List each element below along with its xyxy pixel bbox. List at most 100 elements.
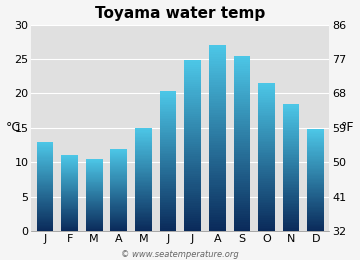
Bar [61, 202, 78, 203]
Bar [61, 171, 78, 172]
Bar [258, 185, 275, 187]
Bar [135, 176, 152, 177]
Bar [184, 75, 201, 77]
Bar [283, 225, 300, 226]
Bar [184, 227, 201, 229]
Bar [209, 50, 226, 52]
Bar [209, 52, 226, 55]
Bar [135, 198, 152, 199]
Bar [37, 146, 53, 147]
Bar [283, 122, 300, 124]
Bar [184, 214, 201, 216]
Bar [61, 178, 78, 179]
Bar [184, 197, 201, 199]
Bar [61, 159, 78, 160]
Bar [86, 180, 103, 181]
Bar [135, 174, 152, 176]
Bar [234, 95, 250, 97]
Bar [111, 218, 127, 219]
Bar [135, 182, 152, 184]
Bar [258, 166, 275, 168]
Bar [135, 154, 152, 155]
Bar [37, 147, 53, 148]
Bar [61, 197, 78, 198]
Bar [135, 128, 152, 129]
Bar [135, 230, 152, 231]
Bar [234, 75, 250, 77]
Bar [135, 146, 152, 147]
Bar [61, 169, 78, 170]
Bar [234, 174, 250, 176]
Bar [37, 223, 53, 225]
Bar [111, 160, 127, 161]
Bar [61, 193, 78, 194]
Bar [111, 200, 127, 201]
Bar [184, 220, 201, 223]
Bar [37, 196, 53, 197]
Bar [135, 165, 152, 167]
Bar [111, 224, 127, 225]
Bar [258, 100, 275, 102]
Bar [160, 170, 176, 172]
Bar [86, 224, 103, 225]
Bar [111, 206, 127, 207]
Bar [61, 167, 78, 168]
Bar [135, 225, 152, 226]
Bar [283, 111, 300, 112]
Bar [209, 96, 226, 99]
Bar [283, 170, 300, 171]
Bar [37, 225, 53, 226]
Bar [184, 69, 201, 71]
Bar [111, 167, 127, 168]
Bar [86, 195, 103, 196]
Bar [135, 169, 152, 171]
Bar [37, 222, 53, 223]
Bar [234, 218, 250, 220]
Bar [184, 188, 201, 191]
Bar [61, 204, 78, 205]
Bar [209, 48, 226, 50]
Bar [37, 179, 53, 180]
Bar [209, 166, 226, 168]
Bar [37, 170, 53, 171]
Bar [258, 181, 275, 183]
Bar [234, 135, 250, 137]
Bar [283, 168, 300, 170]
Bar [283, 190, 300, 192]
Bar [184, 82, 201, 84]
Bar [160, 156, 176, 158]
Bar [86, 183, 103, 184]
Bar [234, 190, 250, 192]
Bar [160, 114, 176, 116]
Bar [283, 174, 300, 176]
Bar [86, 174, 103, 175]
Bar [283, 130, 300, 131]
Bar [234, 100, 250, 102]
Bar [307, 160, 324, 161]
Bar [37, 187, 53, 189]
Bar [258, 85, 275, 87]
Bar [283, 142, 300, 144]
Bar [86, 207, 103, 208]
Bar [283, 184, 300, 185]
Bar [283, 109, 300, 111]
Bar [307, 179, 324, 180]
Bar [111, 204, 127, 205]
Bar [135, 131, 152, 132]
Bar [135, 222, 152, 224]
Bar [258, 87, 275, 89]
Bar [234, 146, 250, 148]
Bar [283, 173, 300, 174]
Bar [86, 194, 103, 195]
Bar [61, 190, 78, 191]
Bar [37, 151, 53, 152]
Bar [307, 152, 324, 153]
Bar [283, 125, 300, 127]
Bar [111, 223, 127, 224]
Bar [86, 197, 103, 198]
Bar [160, 93, 176, 95]
Bar [258, 122, 275, 124]
Bar [61, 170, 78, 171]
Bar [135, 132, 152, 133]
Title: Toyama water temp: Toyama water temp [95, 5, 265, 21]
